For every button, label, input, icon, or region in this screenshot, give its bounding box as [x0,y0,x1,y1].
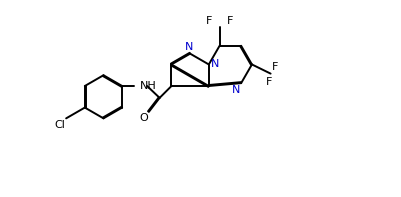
Text: F: F [266,77,272,87]
Text: NH: NH [140,81,156,91]
Text: N: N [211,59,219,69]
Text: N: N [185,42,194,52]
Text: F: F [206,16,213,26]
Text: O: O [139,113,148,124]
Text: N: N [232,85,240,95]
Text: F: F [272,62,279,72]
Text: Cl: Cl [55,120,65,130]
Text: F: F [227,16,233,26]
